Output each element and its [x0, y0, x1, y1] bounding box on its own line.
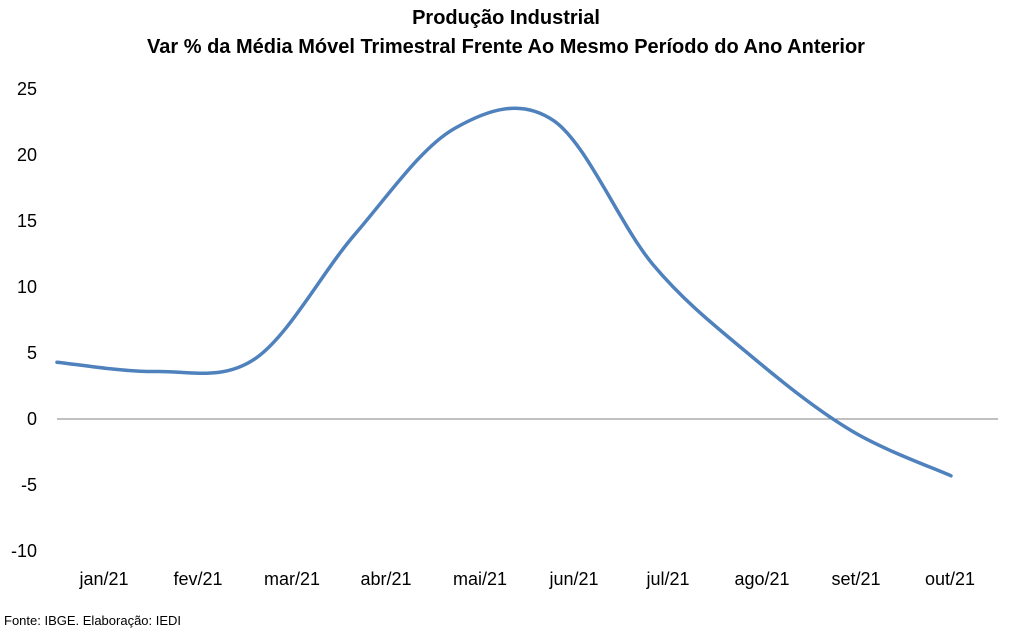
- data-point: [651, 263, 655, 267]
- data-point: [750, 355, 754, 359]
- y-tick-label: -5: [21, 475, 37, 495]
- y-axis: 25 20 15 10 5 0 -5 -10: [11, 79, 37, 561]
- y-tick-label: 0: [27, 409, 37, 429]
- data-point: [154, 370, 158, 374]
- data-point: [850, 429, 854, 433]
- data-point: [55, 360, 59, 364]
- y-tick-label: -10: [11, 541, 37, 561]
- x-tick-label: out/21: [925, 569, 975, 589]
- x-tick-label: jul/21: [645, 569, 689, 589]
- data-point: [353, 232, 357, 236]
- y-tick-label: 5: [27, 343, 37, 363]
- data-point: [949, 474, 953, 478]
- x-tick-label: ago/21: [734, 569, 789, 589]
- data-point: [552, 119, 556, 123]
- y-tick-label: 20: [17, 145, 37, 165]
- data-point: [254, 356, 258, 360]
- chart-title: Produção Industrial: [412, 7, 600, 29]
- x-tick-label: mai/21: [453, 569, 507, 589]
- series-line: [55, 106, 953, 478]
- x-tick-label: fev/21: [173, 569, 222, 589]
- x-tick-label: jun/21: [548, 569, 598, 589]
- series-layer: [55, 106, 953, 478]
- y-tick-label: 25: [17, 79, 37, 99]
- x-axis: jan/21 fev/21 mar/21 abr/21 mai/21 jun/21 jul/…: [78, 569, 975, 589]
- y-tick-label: 10: [17, 277, 37, 297]
- x-tick-label: mar/21: [264, 569, 320, 589]
- chart-subtitle: Var % da Média Móvel Trimestral Frente A…: [147, 36, 865, 58]
- x-tick-label: jan/21: [78, 569, 128, 589]
- source-note: Fonte: IBGE. Elaboração: IEDI: [4, 613, 181, 628]
- x-tick-label: abr/21: [360, 569, 411, 589]
- y-tick-label: 15: [17, 211, 37, 231]
- data-point: [452, 127, 456, 131]
- x-tick-label: set/21: [831, 569, 880, 589]
